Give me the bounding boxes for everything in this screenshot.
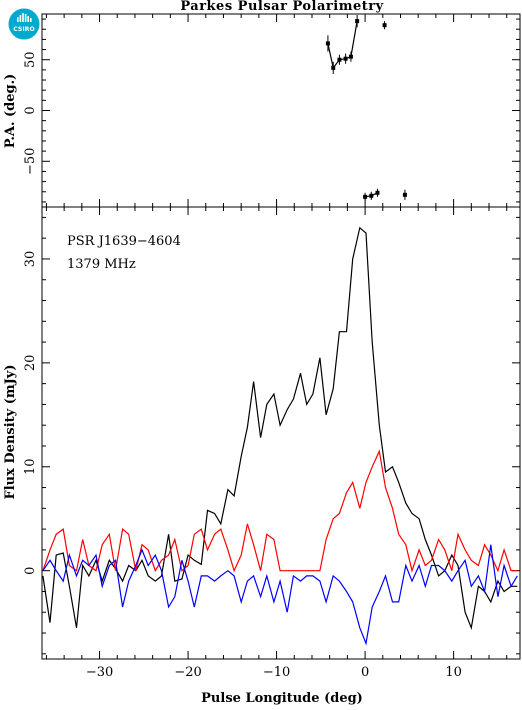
flux-y-axis-label: Flux Density (mJy) xyxy=(3,365,18,500)
pa-point xyxy=(355,19,360,24)
pa-point xyxy=(382,23,387,28)
profile-frame xyxy=(41,206,521,660)
x-tick-label: −20 xyxy=(174,665,201,680)
pa-frame xyxy=(41,13,521,208)
pa-y-tick-label: 0 xyxy=(23,106,38,114)
pa-point xyxy=(363,194,368,199)
pa-connector xyxy=(350,21,358,57)
profile-y-tick-label: 30 xyxy=(23,251,38,268)
linear-flux-line xyxy=(42,449,518,573)
circular-flux-line xyxy=(42,544,518,646)
pa-y-tick-label: −50 xyxy=(23,148,38,175)
pa-connector xyxy=(327,43,334,68)
frequency-label: 1379 MHz xyxy=(67,257,136,272)
profile-y-tick-label: 10 xyxy=(23,458,38,475)
pa-point xyxy=(369,193,374,198)
pa-y-axis-label: P.A. (deg.) xyxy=(3,74,18,149)
pa-point xyxy=(343,56,348,61)
chart-title: Parkes Pulsar Polarimetry xyxy=(180,0,383,14)
profile-panel: −30 −20 −10 0 10 0 10 20 30 xyxy=(23,206,521,680)
pa-point xyxy=(325,41,330,46)
x-tick-label: 10 xyxy=(445,665,462,680)
pa-panel: −50 0 50 xyxy=(23,13,521,208)
pa-point xyxy=(348,54,353,59)
pa-point xyxy=(402,192,407,197)
pulsar-name-label: PSR J1639−4604 xyxy=(67,234,181,249)
x-axis-label: Pulse Longitude (deg) xyxy=(201,691,363,706)
profile-y-tick-label: 20 xyxy=(23,355,38,372)
profile-y-tick-label: 0 xyxy=(23,567,38,575)
csiro-logo: CSIRO xyxy=(8,8,40,40)
pa-point xyxy=(331,65,336,70)
x-tick-label: 0 xyxy=(361,665,369,680)
pa-y-tick-label: 50 xyxy=(23,51,38,68)
x-tick-label: −10 xyxy=(263,665,290,680)
pa-point xyxy=(337,57,342,62)
pa-point xyxy=(375,190,380,195)
x-tick-label: −30 xyxy=(86,665,113,680)
total-flux-line xyxy=(42,226,518,631)
csiro-logo-text: CSIRO xyxy=(13,26,34,33)
